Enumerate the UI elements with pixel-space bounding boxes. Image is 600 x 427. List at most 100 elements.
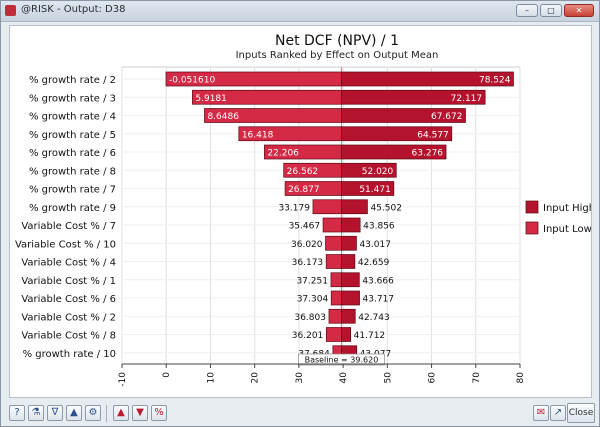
low-value-label: 16.418 — [242, 130, 274, 140]
category-label: % growth rate / 4 — [29, 112, 116, 123]
bar-input-high — [341, 162, 397, 178]
filter-button[interactable]: ∇ — [47, 405, 63, 421]
export-button[interactable]: ↗ — [550, 405, 566, 421]
bottom-toolbar: ? ⚗ ∇ ▲ ⚙ ▲ ▼% ✉ ↗ Close — [1, 400, 599, 427]
bar-input-low — [325, 327, 342, 342]
chart-subtitle: Inputs Ranked by Effect on Output Mean — [236, 50, 439, 61]
low-value-label: 36.201 — [292, 331, 324, 341]
x-tick-label: 50 — [383, 372, 393, 384]
high-value-label: 52.020 — [362, 167, 394, 177]
x-tick-label: 70 — [472, 372, 482, 384]
minimize-icon: – — [525, 6, 529, 15]
high-value-label: 63.276 — [412, 149, 444, 159]
bar-input-high — [341, 235, 357, 251]
high-value-label: 41.712 — [354, 331, 386, 341]
category-label: % growth rate / 8 — [29, 166, 116, 177]
settings-button[interactable]: ⚙ — [85, 405, 101, 421]
tornado-button[interactable]: ▼ — [132, 405, 148, 421]
maximize-button[interactable]: □ — [540, 4, 562, 17]
window-title: @RISK - Output: D38 — [21, 4, 126, 15]
high-value-label: 42.659 — [358, 258, 390, 268]
bar-input-low — [328, 308, 342, 324]
tornado-chart-panel: Net DCF (NPV) / 1 Inputs Ranked by Effec… — [9, 25, 595, 398]
x-tick-label: -10 — [118, 372, 128, 387]
high-value-label: 67.672 — [431, 112, 463, 122]
percent-button[interactable]: % — [151, 405, 167, 421]
high-value-label: 51.471 — [359, 185, 391, 195]
high-value-label: 43.717 — [363, 295, 395, 305]
baseline-label: Baseline = 39.620 — [305, 356, 379, 365]
x-tick-label: 80 — [516, 372, 526, 384]
baseline-label-box — [298, 353, 385, 366]
bar-input-high — [341, 327, 352, 342]
bar-input-high — [341, 71, 514, 87]
triangle-button[interactable]: ▲ — [66, 405, 82, 421]
bar-input-low — [312, 199, 342, 215]
bar-input-high — [341, 290, 360, 306]
low-value-label: 36.803 — [294, 313, 326, 323]
bar-input-high — [341, 89, 486, 105]
category-label: % growth rate / 10 — [23, 349, 116, 360]
help-button[interactable]: ? — [9, 405, 25, 421]
category-label: Variable Cost % / 6 — [21, 294, 116, 305]
title-bar: @RISK - Output: D38 – □ ✕ — [1, 1, 599, 22]
legend-swatch — [525, 200, 539, 214]
high-value-label: 42.743 — [358, 313, 390, 323]
high-value-label: 43.856 — [363, 222, 395, 232]
category-label: Variable Cost % / 7 — [21, 221, 116, 232]
high-value-label: 45.502 — [370, 203, 402, 213]
x-tick-label: 60 — [428, 372, 438, 384]
category-label: Variable Cost % / 1 — [21, 276, 116, 287]
high-value-label: 64.577 — [417, 130, 449, 140]
low-value-label: 37.251 — [296, 276, 328, 286]
x-tick-label: 20 — [251, 372, 261, 384]
category-label: % growth rate / 6 — [29, 148, 116, 159]
category-label: % growth rate / 3 — [29, 93, 116, 104]
high-value-label: 43.017 — [359, 240, 391, 250]
histogram-button[interactable]: ▲ — [113, 405, 129, 421]
category-label: % growth rate / 9 — [29, 203, 116, 214]
bar-input-high — [341, 272, 360, 288]
high-value-label: 72.117 — [451, 94, 483, 104]
category-label: Variable Cost % / 2 — [21, 312, 116, 323]
category-label: Variable Cost % / 10 — [15, 239, 116, 250]
flask-icon-button[interactable]: ⚗ — [28, 405, 44, 421]
close-button[interactable]: Close — [567, 403, 595, 423]
minimize-button[interactable]: – — [516, 4, 538, 17]
low-value-label: 8.6486 — [207, 112, 239, 122]
bar-input-high — [341, 308, 356, 324]
bar-input-low — [325, 254, 342, 269]
bar-input-high — [341, 199, 368, 215]
x-tick-label: 30 — [295, 372, 305, 384]
bar-input-low — [330, 290, 342, 306]
comment-button[interactable]: ✉ — [533, 405, 549, 421]
legend-label: Input Low — [543, 224, 591, 235]
high-value-label: 78.524 — [479, 76, 511, 86]
x-tick-label: 10 — [206, 372, 216, 384]
high-value-label: 43.666 — [362, 276, 394, 286]
chart-title: Net DCF (NPV) / 1 — [275, 33, 399, 49]
maximize-icon: □ — [547, 6, 555, 15]
bar-input-high — [341, 108, 466, 123]
close-window-button[interactable]: ✕ — [564, 4, 594, 17]
legend-label: Input High — [543, 203, 591, 214]
bar-input-low — [322, 217, 342, 233]
low-value-label: 36.020 — [291, 240, 323, 250]
low-value-label: -0.051610 — [169, 76, 215, 86]
bar-input-low — [330, 272, 342, 288]
low-value-label: 36.173 — [292, 258, 324, 268]
category-label: % growth rate / 7 — [29, 185, 116, 196]
low-value-label: 26.562 — [287, 167, 319, 177]
low-value-label: 22.206 — [267, 149, 299, 159]
bar-input-high — [341, 144, 447, 160]
category-label: % growth rate / 2 — [29, 75, 116, 86]
x-tick-label: 0 — [162, 372, 172, 378]
bar-input-high — [341, 217, 361, 233]
low-value-label: 33.179 — [278, 203, 310, 213]
bar-input-high — [341, 254, 356, 269]
category-label: Variable Cost % / 4 — [21, 258, 116, 269]
risk-app-icon — [5, 5, 16, 16]
low-value-label: 5.9181 — [195, 94, 227, 104]
category-label: % growth rate / 5 — [29, 130, 116, 141]
